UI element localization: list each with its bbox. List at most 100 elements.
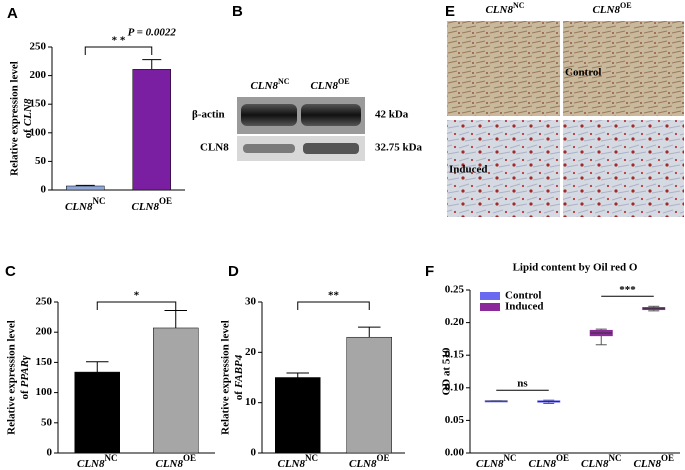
y-axis-label: of CLN8 bbox=[22, 98, 34, 138]
text-part: CLN8 bbox=[278, 458, 306, 470]
x-tick-label: CLN8OE bbox=[349, 453, 390, 469]
text-part: CLN8 bbox=[22, 98, 34, 126]
y-tick-label: 0.25 bbox=[445, 284, 465, 296]
text-part: of bbox=[233, 391, 245, 401]
blot-band bbox=[243, 144, 295, 153]
y-tick-label: 200 bbox=[30, 69, 47, 81]
panel-letter: B bbox=[232, 3, 243, 20]
y-tick-label: 20 bbox=[245, 346, 257, 358]
column-header: CLN8OE bbox=[310, 77, 349, 92]
y-axis-label: Relative expression level bbox=[6, 320, 18, 435]
micrograph bbox=[447, 120, 560, 217]
bar bbox=[275, 377, 321, 454]
column-header: CLN8NC bbox=[250, 77, 289, 92]
legend-swatch bbox=[480, 292, 500, 300]
significance: *** bbox=[619, 284, 636, 296]
y-tick-label: 30 bbox=[245, 296, 257, 308]
significance-bracket bbox=[96, 301, 177, 310]
y-axis-label: of FABP4 bbox=[233, 354, 245, 400]
y-tick-label: 0.05 bbox=[445, 414, 465, 426]
x-tick-label: CLN8NC bbox=[65, 196, 106, 212]
y-axis-label: Relative expression level bbox=[220, 320, 232, 435]
bar bbox=[346, 336, 392, 454]
text-part: of bbox=[19, 390, 31, 400]
y-tick-label: 0.00 bbox=[445, 447, 465, 459]
legend-swatch bbox=[480, 303, 500, 311]
column-header: CLN8OE bbox=[592, 1, 631, 16]
p-value: P = 0.0022 bbox=[128, 27, 177, 39]
row-size: 32.75 kDa bbox=[375, 142, 423, 154]
panel-letter: C bbox=[5, 263, 16, 280]
row-label: CLN8 bbox=[200, 142, 229, 154]
y-axis-label: OD at 510 bbox=[441, 347, 453, 395]
blot-band bbox=[303, 143, 359, 154]
chart-title: Lipid content by Oil red O bbox=[513, 262, 638, 274]
y-tick-label: 100 bbox=[36, 386, 53, 398]
text-part: NC bbox=[305, 453, 318, 463]
panel-letter: F bbox=[425, 263, 434, 280]
y-tick-label: 200 bbox=[36, 326, 53, 338]
bar bbox=[74, 371, 120, 454]
text-part: NC bbox=[504, 453, 517, 463]
significance: * bbox=[134, 290, 140, 302]
y-tick-label: 0.15 bbox=[445, 349, 465, 361]
x-tick-label: CLN8NC bbox=[278, 453, 319, 469]
text-part: FABP4 bbox=[233, 354, 245, 389]
row-size: 42 kDa bbox=[375, 109, 409, 121]
blot-band bbox=[301, 104, 361, 126]
y-tick-label: 250 bbox=[30, 41, 47, 53]
text-part: CLN8 bbox=[131, 201, 159, 213]
bar bbox=[132, 69, 171, 191]
x-tick-label: CLN8OE bbox=[155, 453, 196, 469]
panel-letter: E bbox=[445, 3, 455, 20]
text-part: OE bbox=[556, 453, 569, 463]
y-axis-label: of PPARγ bbox=[19, 355, 31, 399]
text-part: OE bbox=[661, 453, 674, 463]
significance: * * bbox=[112, 35, 126, 47]
text-part: CLN8 bbox=[65, 201, 93, 213]
text-part: CLN8 bbox=[528, 458, 556, 470]
x-tick-label: CLN8NC bbox=[476, 453, 517, 469]
column-header: CLN8NC bbox=[485, 1, 524, 16]
x-tick-label: CLN8NC bbox=[581, 453, 622, 469]
y-tick-label: 50 bbox=[41, 416, 53, 428]
significance: ns bbox=[517, 378, 528, 390]
x-tick-label: CLN8OE bbox=[633, 453, 674, 469]
text-part: OE bbox=[376, 453, 389, 463]
text-part: of bbox=[22, 129, 34, 139]
text-part: OE bbox=[159, 196, 172, 206]
text-part: CLN8 bbox=[633, 458, 661, 470]
x-tick-label: CLN8OE bbox=[528, 453, 569, 469]
x-tick-label: CLN8NC bbox=[77, 453, 118, 469]
text-part: PPARγ bbox=[19, 355, 31, 387]
row-label: Control bbox=[565, 67, 601, 79]
y-tick-label: 100 bbox=[30, 126, 47, 138]
micrograph bbox=[447, 21, 560, 116]
y-tick-label: 0 bbox=[41, 184, 47, 196]
micrograph bbox=[563, 21, 684, 116]
text-part: CLN8 bbox=[349, 458, 377, 470]
micrograph bbox=[563, 120, 684, 217]
bar bbox=[153, 327, 199, 454]
text-part: NC bbox=[105, 453, 118, 463]
text-part: NC bbox=[93, 196, 106, 206]
text-part: CLN8 bbox=[581, 458, 609, 470]
row-label: β-actin bbox=[192, 109, 225, 121]
panel-letter: A bbox=[7, 5, 18, 22]
y-tick-label: 150 bbox=[36, 356, 53, 368]
blot-band bbox=[241, 104, 297, 126]
text-part: CLN8 bbox=[77, 458, 105, 470]
bar bbox=[66, 185, 105, 191]
significance-bracket bbox=[297, 301, 370, 310]
text-part: CLN8 bbox=[155, 458, 183, 470]
panel-letter: D bbox=[228, 263, 239, 280]
legend-label: Control bbox=[505, 290, 541, 302]
y-tick-label: 0.10 bbox=[445, 381, 465, 393]
text-part: CLN8 bbox=[476, 458, 504, 470]
y-tick-label: 0 bbox=[251, 447, 257, 459]
text-part: OE bbox=[183, 453, 196, 463]
significance-bracket bbox=[84, 46, 153, 55]
x-tick-label: CLN8OE bbox=[131, 196, 172, 212]
y-tick-label: 0 bbox=[47, 447, 53, 459]
